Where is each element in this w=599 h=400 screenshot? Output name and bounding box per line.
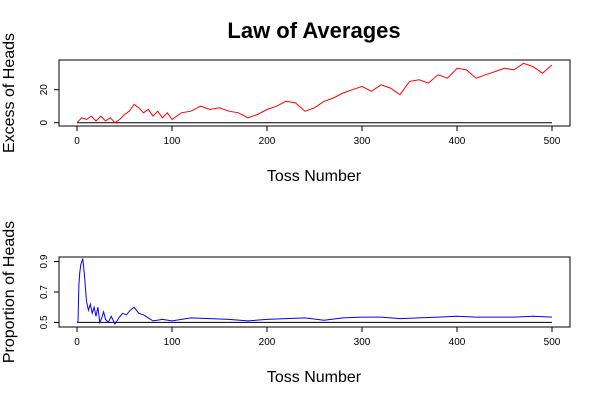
series-line-excess — [76, 62, 553, 124]
panel-proportion-heads: Toss Number Proportion of Heads 0 100 200 3… — [1, 221, 571, 386]
x-tick-label-proportion: 300 — [354, 337, 371, 348]
x-tick-label-excess: 400 — [449, 136, 466, 147]
y-tick-label-excess: 20 — [39, 84, 50, 96]
x-tick-label-excess: 300 — [354, 136, 371, 147]
chart-title: Law of Averages — [227, 18, 400, 43]
x-tick-label-proportion: 0 — [74, 337, 80, 348]
x-axis-title-excess: Toss Number — [267, 168, 362, 185]
x-axis-title-proportion: Toss Number — [267, 369, 362, 386]
x-tick-label-proportion: 500 — [544, 337, 561, 348]
y-axis-title-excess: Excess of Heads — [1, 33, 18, 153]
x-tick-label-proportion: 400 — [449, 337, 466, 348]
x-tick-label-proportion: 200 — [259, 337, 276, 348]
x-tick-label-excess: 100 — [164, 136, 181, 147]
plot-frame-proportion — [58, 256, 571, 328]
x-tick-label-excess: 200 — [259, 136, 276, 147]
y-tick-label-proportion: 0.5 — [39, 315, 50, 329]
plot-frame-excess — [58, 59, 571, 127]
y-tick-label-excess: 0 — [39, 119, 50, 125]
y-axis-title-proportion: Proportion of Heads — [1, 221, 18, 363]
series-line-proportion — [77, 258, 553, 326]
x-tick-label-excess: 0 — [74, 136, 80, 147]
y-tick-label-proportion: 0.9 — [39, 254, 50, 268]
panel-excess-heads: Toss Number Excess of Heads 0 100 200 300 40… — [1, 33, 571, 185]
x-tick-label-excess: 500 — [544, 136, 561, 147]
x-tick-label-proportion: 100 — [164, 337, 181, 348]
y-tick-label-proportion: 0.7 — [39, 285, 50, 299]
